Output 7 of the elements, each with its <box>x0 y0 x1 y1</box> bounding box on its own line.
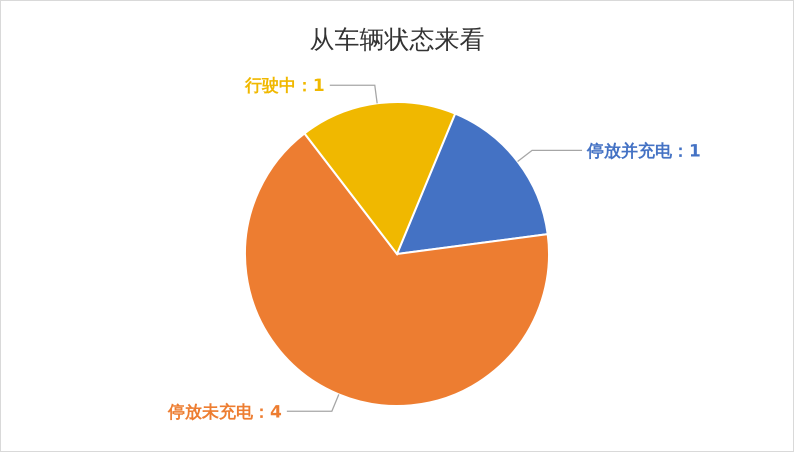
slice-label: 停放并充电 <box>586 141 674 162</box>
data-label: ：1 <box>296 76 325 96</box>
slice-label: 行驶中 <box>244 76 296 96</box>
data-label: ：1 <box>672 141 701 162</box>
slice-label: 停放未充电 <box>167 402 254 422</box>
chart-title: 从车辆状态来看 <box>310 25 484 54</box>
data-label: ：4 <box>253 402 282 422</box>
